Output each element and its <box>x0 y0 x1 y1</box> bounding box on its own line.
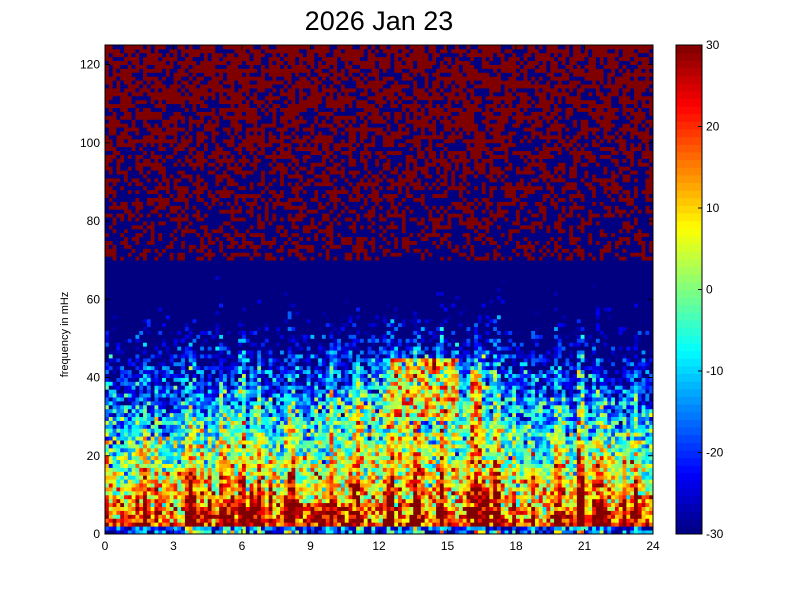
y-tick-label: 120 <box>80 58 100 72</box>
y-tick-label: 100 <box>80 136 100 150</box>
colorbar-tick-label: -20 <box>706 446 724 460</box>
y-tick-label: 80 <box>87 214 101 228</box>
x-tick-label: 12 <box>372 539 386 553</box>
y-tick-label: 0 <box>93 527 100 541</box>
x-tick-label: 15 <box>441 539 455 553</box>
colorbar-tick-label: 30 <box>706 38 720 52</box>
y-tick-label: 60 <box>87 292 101 306</box>
x-tick-label: 9 <box>307 539 314 553</box>
y-axis-label: frequency in mHz <box>59 292 71 378</box>
colorbar-tick-label: -30 <box>706 527 724 541</box>
colorbar-tick-label: -10 <box>706 364 724 378</box>
x-tick-label: 6 <box>239 539 246 553</box>
x-tick-label: 21 <box>578 539 592 553</box>
colorbar-tick-label: 10 <box>706 201 720 215</box>
x-tick-label: 0 <box>102 539 109 553</box>
x-tick-label: 3 <box>170 539 177 553</box>
y-tick-label: 20 <box>87 449 101 463</box>
x-tick-label: 18 <box>509 539 523 553</box>
colorbar-tick-label: 20 <box>706 120 720 134</box>
x-tick-label: 24 <box>646 539 660 553</box>
y-tick-label: 40 <box>87 371 101 385</box>
colorbar-tick-label: 0 <box>706 283 713 297</box>
heatmap-cells <box>105 45 653 534</box>
